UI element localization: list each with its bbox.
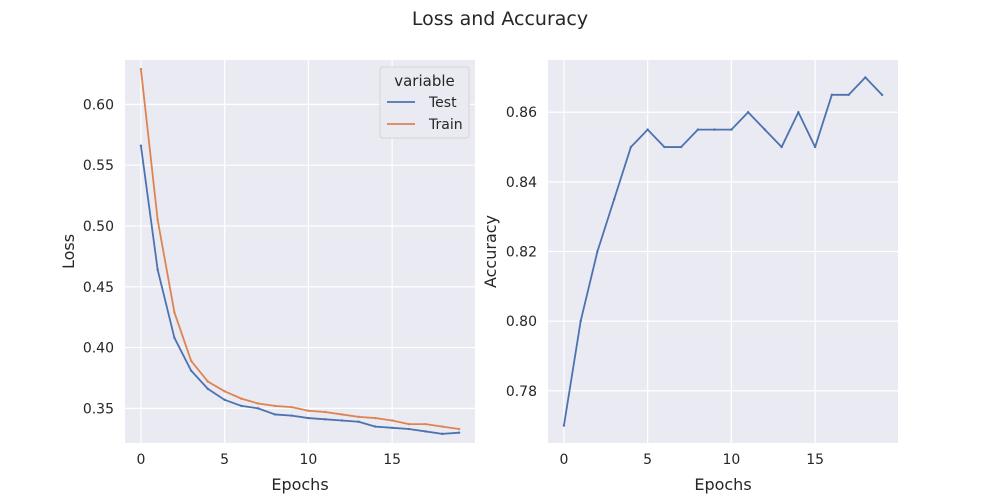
data-point [813, 145, 817, 149]
x-tick-label: 0 [559, 452, 568, 468]
y-tick-label: 0.50 [83, 219, 114, 235]
data-point [173, 336, 176, 340]
data-point [763, 128, 767, 131]
y-tick-label: 0.78 [506, 384, 537, 400]
data-point [746, 111, 750, 114]
x-tick-label: 10 [722, 452, 740, 468]
data-point [307, 416, 310, 420]
data-point [424, 430, 427, 433]
y-tick-label: 0.40 [83, 341, 114, 357]
data-point [340, 419, 344, 422]
series-line-test [140, 145, 460, 435]
legend-entry: Test [428, 95, 457, 111]
data-point [579, 319, 582, 323]
data-point [374, 425, 377, 428]
data-point [223, 398, 226, 402]
data-point [679, 145, 683, 149]
y-tick-label: 0.82 [506, 245, 537, 261]
data-point [307, 409, 310, 412]
data-point [457, 431, 461, 434]
x-tick-label: 0 [136, 452, 145, 468]
data-point [323, 418, 327, 421]
data-point [864, 76, 867, 79]
y-tick-label: 0.80 [506, 314, 537, 330]
accuracy-chart: 0 5 10 15 0.78 0.80 0.82 0.84 0.86 Epochs Accuracy [481, 60, 898, 494]
data-point [730, 128, 733, 131]
x-tick-label: 15 [806, 452, 824, 468]
y-tick-label: 0.84 [506, 175, 537, 191]
y-axis-label: Accuracy [481, 215, 500, 288]
data-point [612, 198, 616, 201]
legend: variable Test Train [379, 66, 470, 139]
series-line-accuracy [563, 76, 883, 426]
data-point [156, 218, 159, 222]
data-point [240, 397, 243, 400]
data-point [290, 405, 293, 409]
data-point [374, 416, 377, 420]
series-line-train [140, 69, 460, 430]
x-axis-label: Epochs [694, 475, 751, 494]
data-point [880, 93, 884, 97]
y-tick-label: 0.86 [506, 105, 537, 121]
data-point [139, 67, 143, 71]
data-point [256, 407, 260, 410]
data-point [596, 250, 599, 253]
y-tick-label: 0.60 [83, 97, 114, 113]
data-point [797, 111, 800, 114]
y-tick-label: 0.35 [83, 401, 114, 417]
data-point [780, 145, 783, 149]
y-tick-label: 0.55 [83, 158, 114, 174]
data-point [156, 268, 159, 271]
data-point [357, 420, 360, 423]
legend-title: variable [394, 72, 455, 90]
data-point [139, 144, 143, 147]
data-point [323, 410, 327, 414]
data-point [646, 128, 649, 131]
data-point [696, 128, 700, 131]
legend-box [379, 66, 470, 139]
data-point [407, 427, 411, 431]
data-point [830, 93, 834, 97]
x-axis-label: Epochs [271, 475, 328, 494]
figure-title: Loss and Accuracy [412, 8, 588, 30]
x-tick-label: 5 [220, 452, 229, 468]
x-tick-label: 10 [299, 452, 317, 468]
data-point [847, 93, 850, 97]
data-point [189, 359, 193, 363]
data-point [629, 145, 633, 149]
data-point [407, 422, 411, 426]
data-point [189, 369, 193, 372]
y-axis-label: Loss [59, 234, 78, 269]
y-tick-label: 0.45 [83, 280, 114, 296]
data-point [457, 427, 461, 431]
data-point [273, 413, 277, 416]
data-point [441, 425, 444, 428]
data-point [663, 145, 666, 149]
data-point [713, 128, 716, 131]
data-point [390, 419, 394, 422]
data-point [562, 424, 566, 427]
data-point [390, 426, 394, 430]
data-point [424, 422, 427, 426]
loss-chart: 0 5 10 15 0.35 0.40 0.45 0.50 0.55 0.60 Epochs Loss… [59, 60, 475, 494]
data-point [290, 414, 293, 417]
data-point [206, 387, 210, 391]
x-tick-label: 5 [643, 452, 652, 468]
data-point [340, 413, 344, 416]
data-point [357, 415, 360, 419]
data-point [273, 404, 277, 408]
data-point [206, 380, 210, 383]
data-point [173, 311, 176, 314]
data-point [240, 404, 243, 408]
data-point [223, 390, 226, 393]
data-point [441, 432, 444, 436]
data-point [256, 402, 260, 405]
legend-entry: Train [428, 117, 463, 133]
x-tick-label: 15 [383, 452, 401, 468]
